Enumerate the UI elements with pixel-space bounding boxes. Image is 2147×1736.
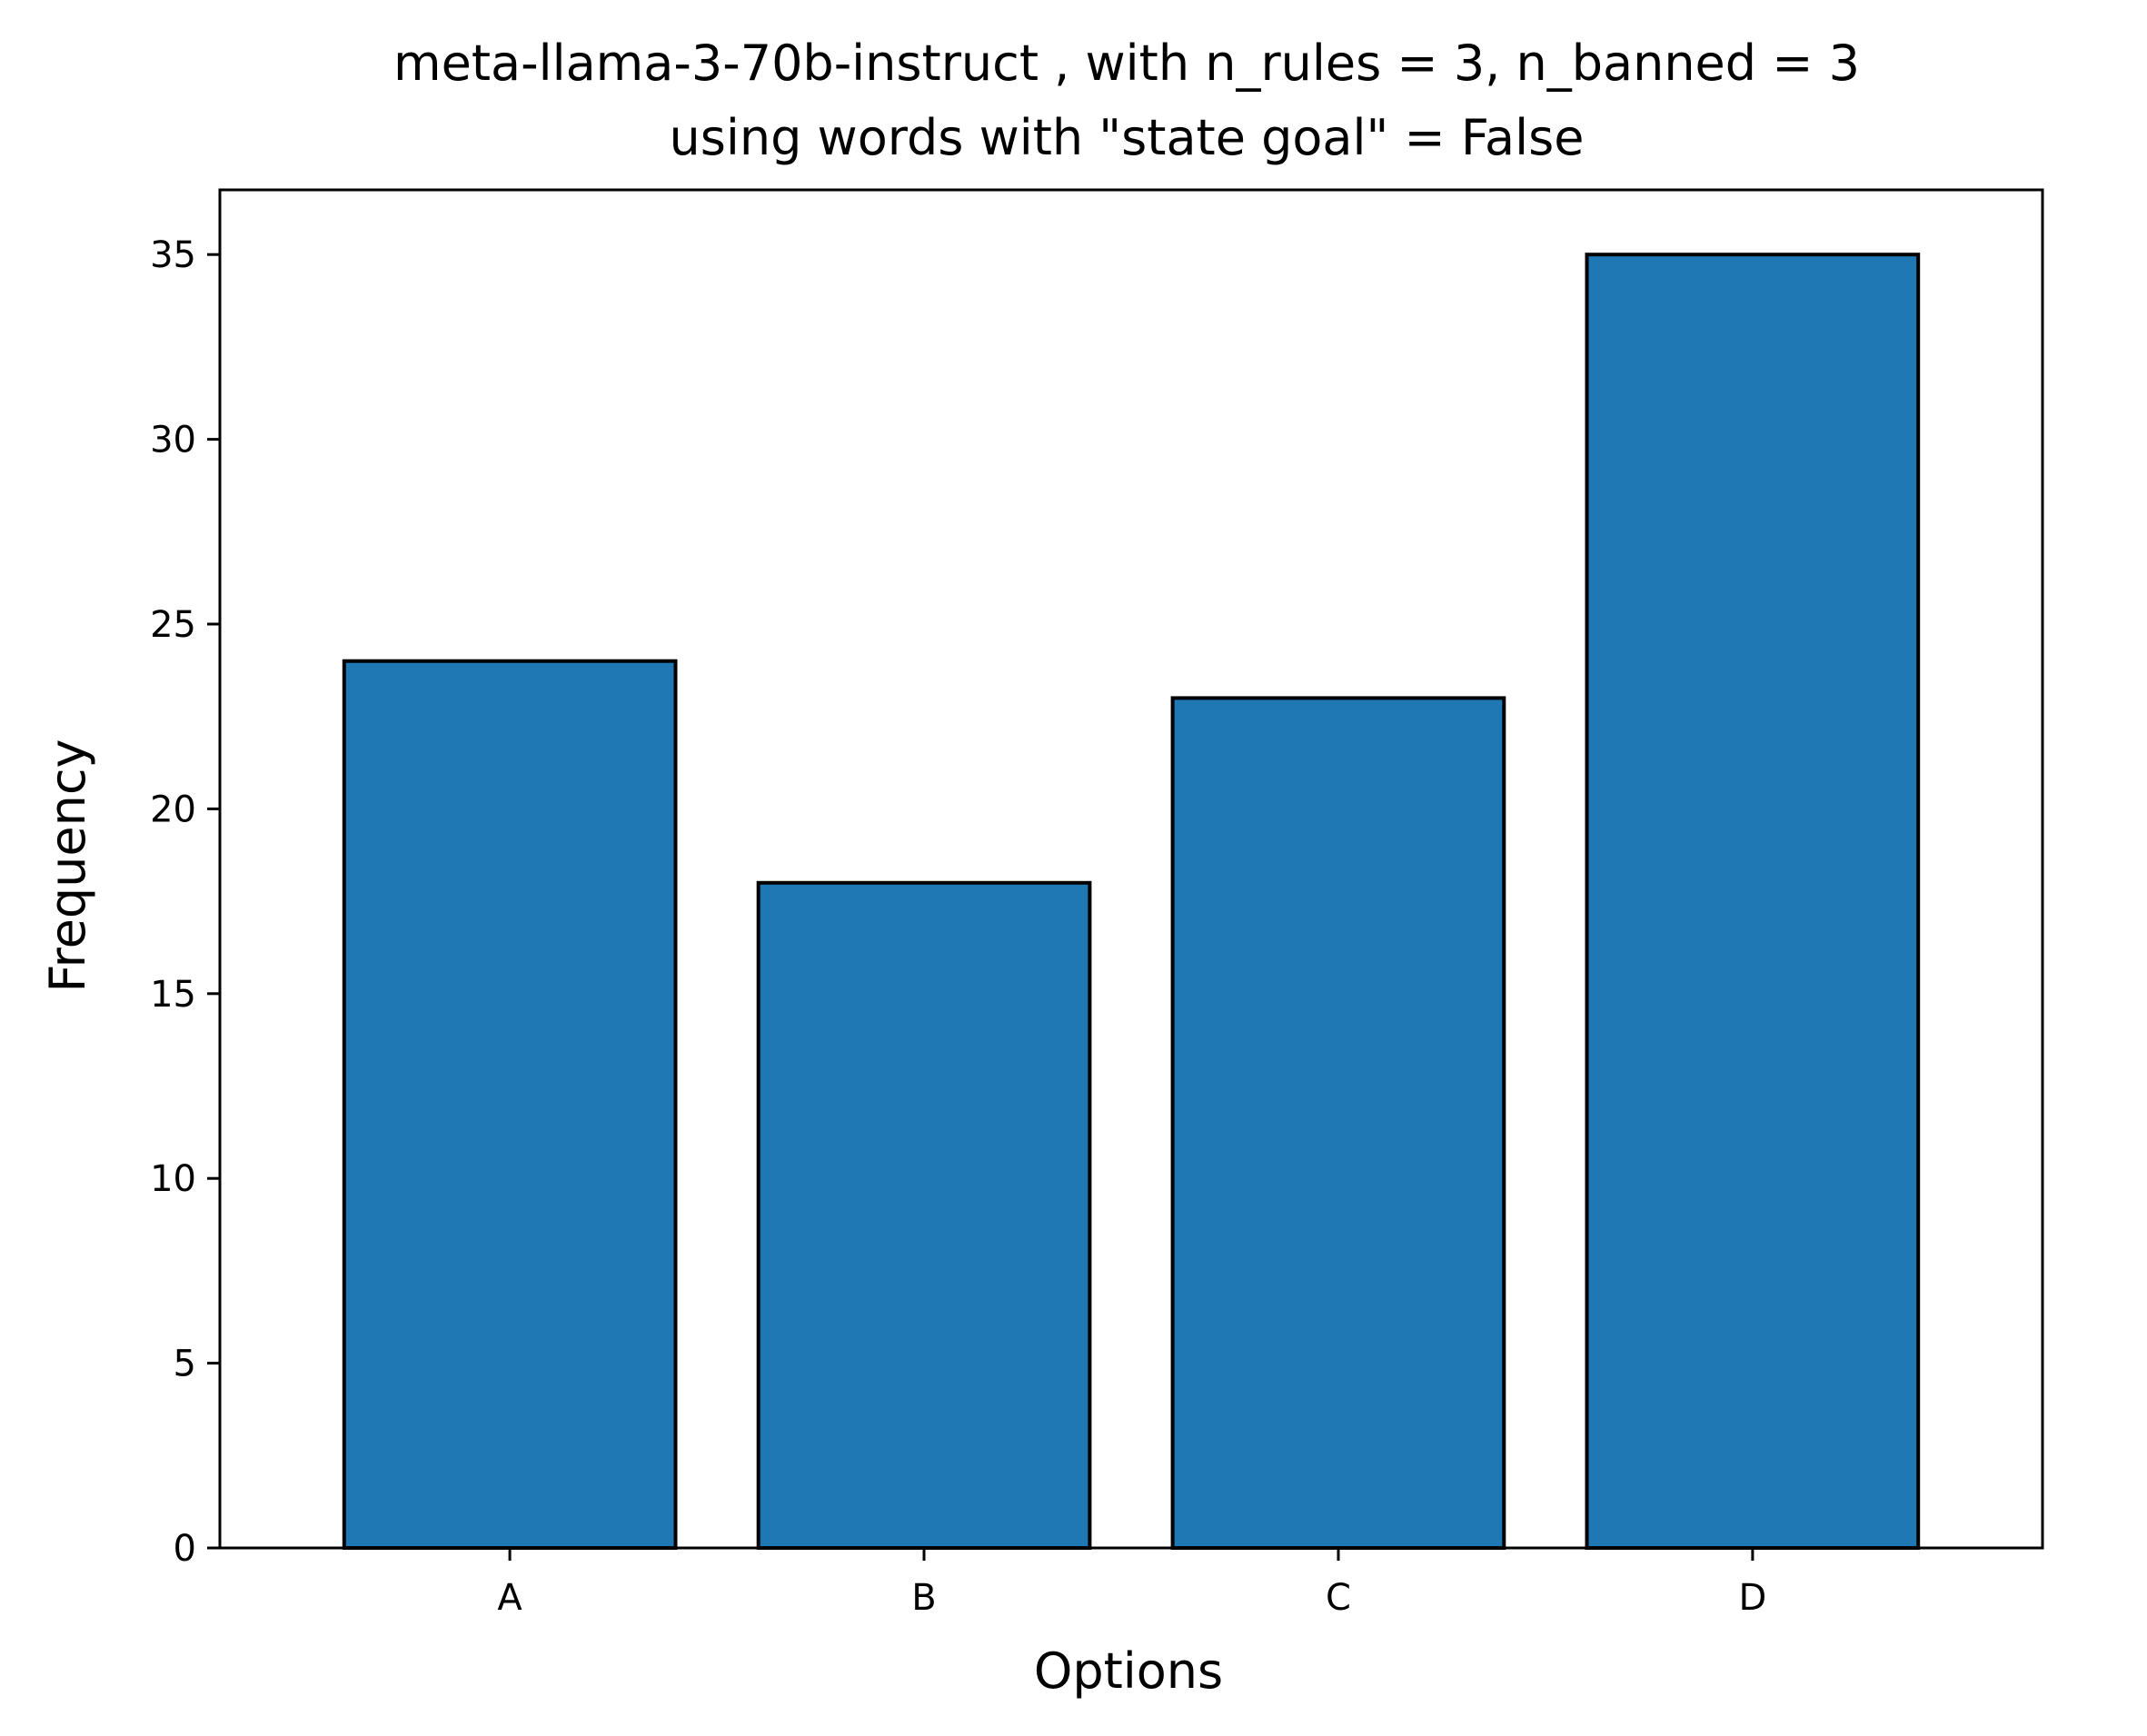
x-tick-label: C	[1326, 1577, 1351, 1619]
bar-b	[756, 880, 1092, 1550]
y-tick-label: 0	[174, 1528, 196, 1570]
x-axis-label: Options	[1034, 1642, 1223, 1700]
chart-subtitle: using words with "state goal" = False	[670, 109, 1585, 166]
y-tick-label: 15	[150, 974, 196, 1016]
y-tick-label: 5	[174, 1344, 196, 1385]
bar-c	[1170, 696, 1506, 1550]
plot-frame	[218, 188, 2044, 1550]
x-tick-label: B	[911, 1577, 936, 1619]
y-tick-label: 30	[150, 420, 196, 461]
chart-title: meta-llama-3-70b-instruct , with n_rules…	[393, 35, 1860, 92]
bar-a	[342, 659, 678, 1550]
y-tick-label: 20	[150, 789, 196, 830]
bar-d	[1585, 253, 1921, 1551]
y-tick-label: 25	[150, 604, 196, 646]
y-axis-label: Frequency	[39, 739, 96, 993]
y-tick-label: 10	[150, 1158, 196, 1200]
y-tick-label: 35	[150, 234, 196, 276]
x-tick-label: D	[1738, 1577, 1766, 1619]
plot-area: 0 5 10 15 20 25 30 35 A B C D	[150, 188, 2044, 1619]
x-tick-label: A	[497, 1577, 522, 1619]
